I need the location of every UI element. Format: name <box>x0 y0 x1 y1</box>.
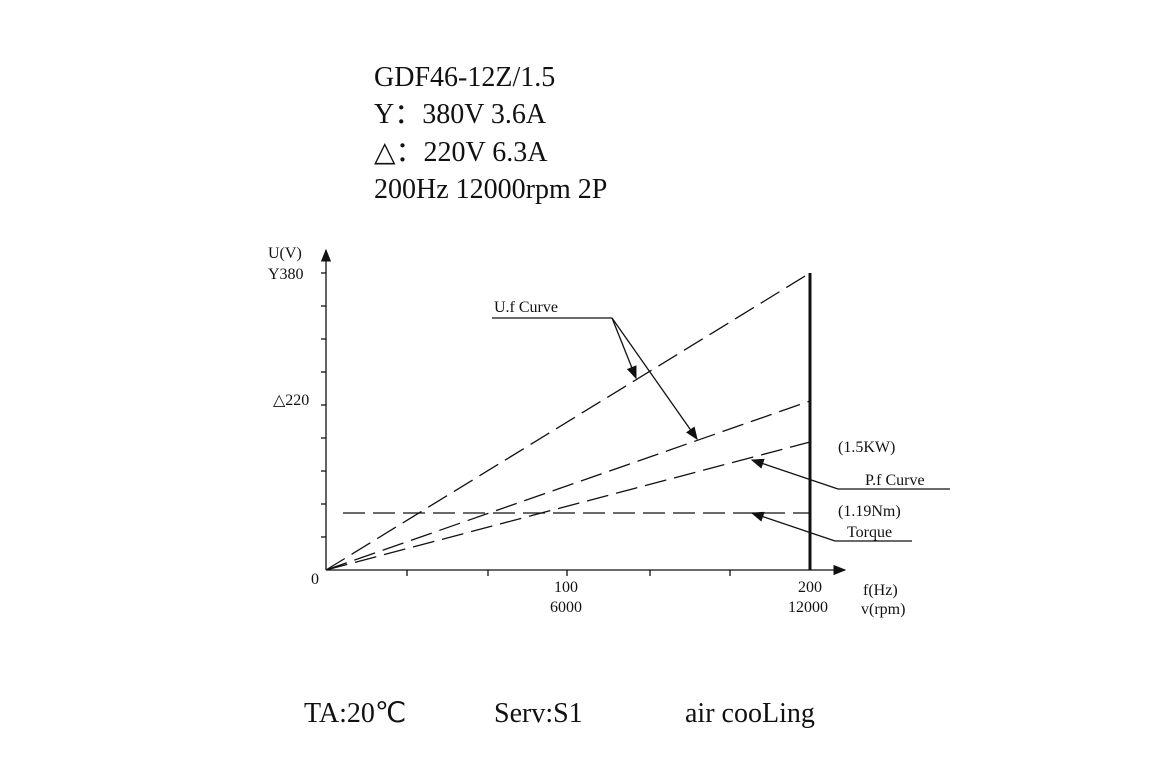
pf-label: P.f Curve <box>865 472 925 489</box>
x-ticks <box>406 570 731 576</box>
x-title-hz: f(Hz) <box>863 582 898 599</box>
uf-label: U.f Curve <box>494 299 558 316</box>
delta-rating: △：220V 6.3A <box>374 137 548 168</box>
x-mid-rpm: 6000 <box>550 599 582 616</box>
pf-curve <box>325 441 811 571</box>
curves <box>325 272 811 571</box>
y-star-label: Y380 <box>268 266 304 283</box>
uf-delta-curve <box>325 400 811 571</box>
leaders <box>492 317 950 542</box>
uf-star-curve <box>325 272 811 571</box>
x-title-rpm: v(rpm) <box>861 601 905 618</box>
cooling: air cooLing <box>685 698 815 729</box>
power-label: (1.5KW) <box>838 439 895 456</box>
duty: Serv:S1 <box>494 698 583 729</box>
axes <box>320 248 847 576</box>
ambient: TA:20℃ <box>304 698 406 729</box>
y-ticks <box>321 272 326 538</box>
x-mid-hz: 100 <box>554 579 578 596</box>
y-delta-label: △220 <box>273 392 309 409</box>
star-rating: Y：380V 3.6A <box>374 99 547 130</box>
model: GDF46-12Z/1.5 <box>374 62 555 93</box>
torque-value-label: (1.19Nm) <box>838 503 901 520</box>
x-end-hz: 200 <box>798 579 822 596</box>
rating: 200Hz 12000rpm 2P <box>374 174 607 205</box>
torque-label: Torque <box>847 524 892 541</box>
origin-label: 0 <box>311 571 319 588</box>
y-title: U(V) <box>268 245 302 262</box>
x-end-rpm: 12000 <box>788 599 828 616</box>
